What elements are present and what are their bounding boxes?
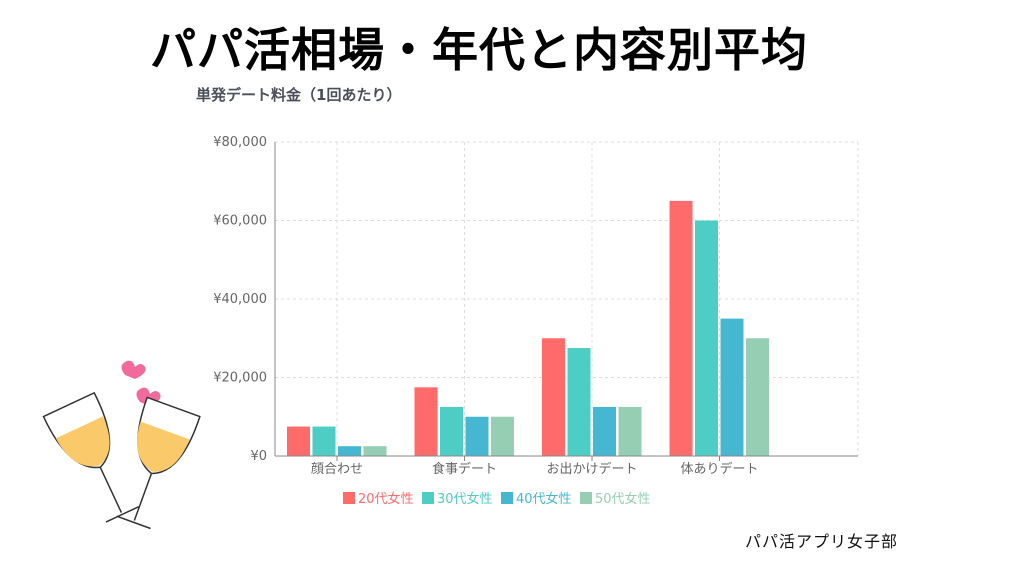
bar [567, 348, 591, 456]
bar [363, 446, 387, 456]
y-tick-label: ¥80,000 [213, 135, 267, 150]
legend-swatch [343, 492, 355, 504]
chart-title: 単発デート料金（1回あたり） [196, 86, 402, 104]
legend-swatch [580, 492, 592, 504]
legend-label: 30代女性 [437, 491, 493, 507]
bar [695, 220, 718, 456]
y-tick-label: ¥20,000 [213, 371, 267, 386]
bar [440, 406, 463, 456]
bar [618, 406, 642, 456]
bar [414, 387, 438, 456]
y-tick-label: ¥0 [250, 449, 267, 464]
legend-swatch [501, 492, 513, 504]
bar [312, 426, 336, 456]
y-tick-label: ¥40,000 [213, 292, 267, 307]
bar [491, 416, 514, 456]
y-tick-label: ¥60,000 [213, 214, 267, 229]
legend-label: 20代女性 [358, 491, 414, 507]
x-tick-label: 食事デート [432, 461, 497, 477]
x-tick-label: 体ありデート [680, 461, 758, 477]
bar [746, 338, 769, 456]
bar [669, 200, 693, 456]
bar [593, 406, 616, 456]
page-title: パパ活相場・年代と内容別平均 [150, 23, 808, 77]
cheers-illustration [42, 360, 201, 530]
x-tick-label: 顔合わせ [311, 462, 363, 477]
heart-icon [121, 360, 146, 379]
legend-swatch [422, 492, 434, 504]
bar [542, 338, 565, 456]
credit-text: パパ活アプリ女子部 [745, 532, 899, 551]
bar [465, 416, 489, 456]
legend-label: 40代女性 [516, 491, 572, 507]
bar [338, 446, 361, 456]
legend-label: 50代女性 [595, 491, 651, 507]
bar [287, 426, 310, 456]
bar [720, 318, 744, 456]
x-tick-label: お出かけデート [546, 461, 637, 477]
